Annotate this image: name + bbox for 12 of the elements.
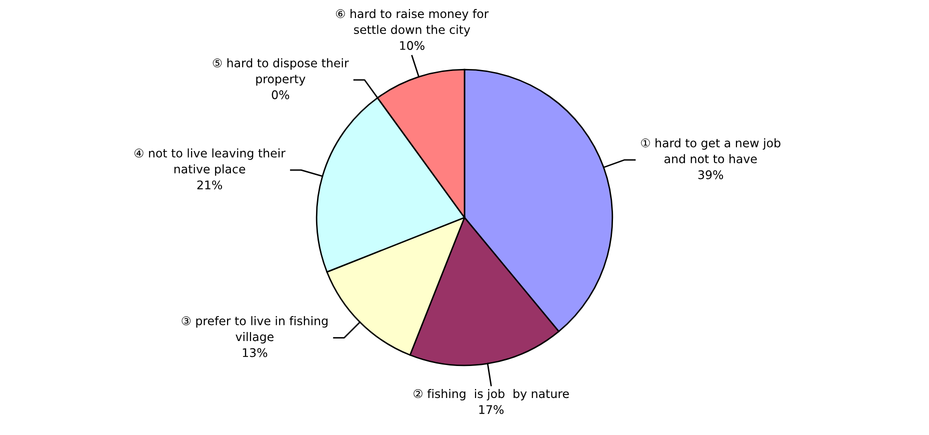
- slice-label: ① hard to get a new job and not to have: [641, 138, 780, 164]
- data-label: 13%: [242, 348, 268, 358]
- slice-label: ③ prefer to live in fishing village: [182, 316, 328, 344]
- data-label: 39%: [698, 170, 724, 180]
- data-label: 17%: [479, 405, 504, 414]
- data-label: 10%: [400, 41, 424, 50]
- slice-label: ④ not to live leaving their native place: [134, 148, 286, 176]
- category-label: ⑤ hard to dispose their property: [212, 58, 349, 86]
- slice-label: ② fishing is job by nature: [414, 388, 569, 400]
- data-label: 21%: [197, 180, 222, 190]
- text: 0%: [272, 90, 290, 100]
- slice-label: ⑥ hard to raise money for settle down the city: [336, 9, 489, 36]
